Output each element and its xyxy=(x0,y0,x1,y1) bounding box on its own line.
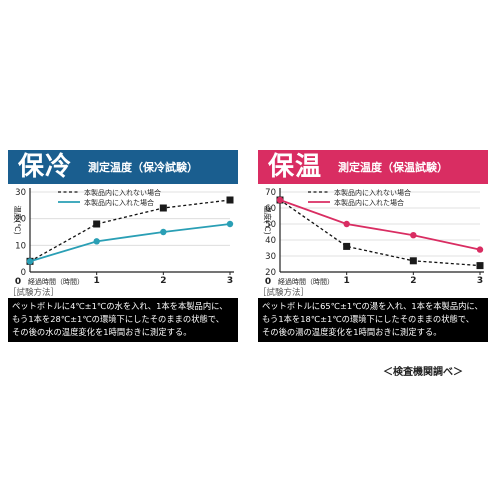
data-point-square xyxy=(476,262,484,270)
data-point-circle xyxy=(93,238,100,245)
y-tick-label: 30 xyxy=(15,188,26,198)
x-tick-label: 1 xyxy=(344,276,350,286)
warm-method-line: もう1本を18℃±1℃の環境下にしたそのままの状態で、 xyxy=(262,314,475,324)
cold-retention-panel: 保冷 測定温度（保冷試験） 0 10 20 30 0 1 2 3 経過時間（時間） 温度(℃) 本製… xyxy=(8,150,238,350)
series-line xyxy=(279,199,481,267)
cold-method-line: その後の水の温度変化を1時間おきに測定する。 xyxy=(12,327,192,337)
data-point-square xyxy=(93,220,101,228)
cold-banner-title: 保冷 xyxy=(18,152,73,182)
x-axis-label: 経過時間（時間） xyxy=(28,277,84,286)
data-point-square xyxy=(343,242,351,250)
x-tick-label: 3 xyxy=(227,276,233,286)
warm-temperature-chart: 20 30 40 50 60 70 0 1 2 3 経過時間（時間） 温度(℃) 本製品内に入れない場合… xyxy=(263,188,484,287)
cold-temperature-chart: 0 10 20 30 0 1 2 3 経過時間（時間） 温度(℃) 本製品内に入れない場合本製品内に… xyxy=(13,188,234,287)
x-tick-label: 2 xyxy=(410,276,416,286)
x-tick-label: 3 xyxy=(477,276,483,286)
data-point-circle xyxy=(343,220,350,228)
y-tick-label: 50 xyxy=(265,220,276,230)
cold-banner-subtitle: 測定温度（保冷試験） xyxy=(88,161,198,174)
y-tick-label: 20 xyxy=(15,215,26,225)
legend-label: 本製品内に入れない場合 xyxy=(334,188,411,197)
data-point-square xyxy=(159,204,167,212)
data-point-circle xyxy=(26,258,34,265)
cold-method-line: ペットボトルに4℃±1℃の水を入れ、1本を本製品内に、 xyxy=(12,301,228,311)
y-tick-label: 40 xyxy=(265,236,276,246)
legend-label: 本製品内に入れない場合 xyxy=(84,188,161,197)
data-point-square xyxy=(409,257,417,265)
heat-retention-panel: 保温 測定温度（保温試験） 20 30 40 50 60 70 0 1 2 3 経過時間（時間） 温度… xyxy=(258,150,488,350)
warm-banner-subtitle: 測定温度（保温試験） xyxy=(338,161,448,174)
cold-method-box: ペットボトルに4℃±1℃の水を入れ、1本を本製品内に、 もう1本を28℃±1℃の… xyxy=(8,298,238,342)
y-tick-label: 70 xyxy=(265,188,276,198)
cold-method-label: ［試験方法］ xyxy=(8,288,60,298)
y-axis-label: 温度(℃) xyxy=(263,205,273,234)
x-axis-label: 経過時間（時間） xyxy=(278,277,334,286)
cold-banner: 保冷 測定温度（保冷試験） xyxy=(8,150,238,184)
warm-method-line: ペットボトルに65℃±1℃の湯を入れ、1本を本製品内に、 xyxy=(262,301,483,311)
warm-banner-title: 保温 xyxy=(268,152,323,182)
data-point-circle xyxy=(410,232,417,239)
x-tick-label: 2 xyxy=(160,276,166,286)
data-point-circle xyxy=(160,228,167,236)
data-point-circle xyxy=(276,196,284,204)
source-note: ＜検査機関調べ＞ xyxy=(383,367,463,378)
y-tick-label: 30 xyxy=(265,252,276,262)
warm-method-label: ［試験方法］ xyxy=(258,288,310,298)
warm-banner: 保温 測定温度（保温試験） xyxy=(258,150,488,184)
x-tick-label: 1 xyxy=(94,276,100,286)
y-tick-label: 0 xyxy=(21,268,26,278)
y-axis-label: 温度(℃) xyxy=(13,205,23,234)
cold-method-line: もう1本を28℃±1℃の環境下にしたそのままの状態で、 xyxy=(12,314,225,324)
data-point-circle xyxy=(476,246,484,253)
data-point-circle xyxy=(226,220,234,228)
y-tick-label: 20 xyxy=(265,268,276,278)
y-tick-label: 10 xyxy=(15,241,26,251)
warm-method-line: その後の湯の温度変化を1時間おきに測定する。 xyxy=(262,327,442,337)
x-tick-label: 0 xyxy=(15,277,21,287)
series-line xyxy=(29,223,231,263)
legend-label: 本製品内に入れた場合 xyxy=(84,198,154,207)
y-tick-label: 60 xyxy=(265,204,276,214)
data-point-square xyxy=(226,196,234,204)
series-line xyxy=(29,199,231,262)
series-line xyxy=(279,199,481,251)
warm-method-box: ペットボトルに65℃±1℃の湯を入れ、1本を本製品内に、 もう1本を18℃±1℃… xyxy=(258,298,488,342)
x-tick-label: 0 xyxy=(265,277,271,287)
legend-label: 本製品内に入れた場合 xyxy=(334,198,404,207)
